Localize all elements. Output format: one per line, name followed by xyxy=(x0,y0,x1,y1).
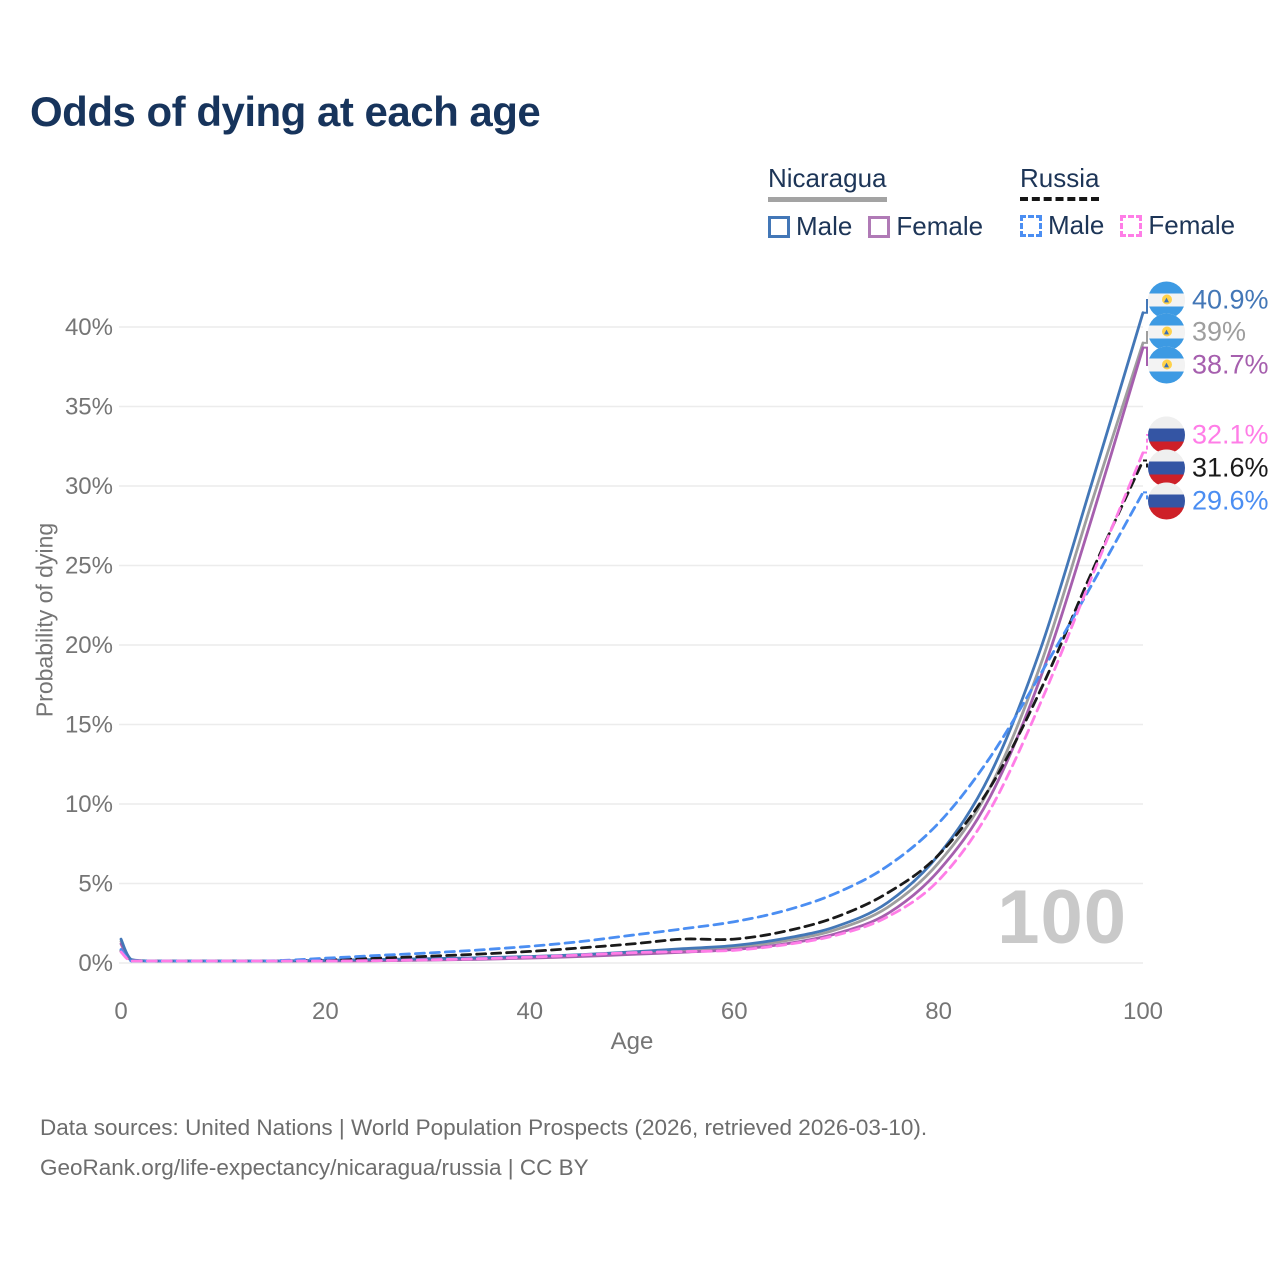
russia-flag-icon xyxy=(1148,449,1185,487)
legend-nicaragua-female-label: Female xyxy=(896,211,984,241)
nicaragua-flag-icon xyxy=(1148,346,1185,384)
nicaragua-emblem-icon xyxy=(1161,359,1172,370)
series-line-nicaragua-male[interactable] xyxy=(119,311,1145,963)
page-title: Odds of dying at each age xyxy=(30,88,541,135)
y-tick-label-35: 35% xyxy=(65,394,113,421)
series-line-nicaragua-female[interactable] xyxy=(119,346,1145,963)
end-label-nicaragua-all: 39% xyxy=(1148,313,1247,351)
legend-item-russia-female[interactable]: Female xyxy=(1120,210,1235,241)
nicaragua-emblem-icon xyxy=(1161,326,1172,337)
end-label-value: 38.7% xyxy=(1192,349,1269,380)
y-tick-label-25: 25% xyxy=(65,553,113,580)
y-tick-label-10: 10% xyxy=(65,791,113,818)
legend-group-nicaragua: Nicaragua Male Female xyxy=(768,163,983,242)
nicaragua-male-swatch-icon xyxy=(768,215,790,238)
legend-item-nicaragua-female[interactable]: Female xyxy=(868,211,983,242)
legend-russia-label[interactable]: Russia xyxy=(1020,163,1100,201)
y-tick-label-15: 15% xyxy=(65,712,113,739)
russia-male-swatch-icon xyxy=(1020,214,1042,237)
y-tick-label-0: 0% xyxy=(78,950,113,977)
legend-russia-female-label: Female xyxy=(1148,210,1236,240)
end-label-value: 29.6% xyxy=(1192,485,1269,516)
x-tick-label-80: 80 xyxy=(925,998,952,1025)
legend-group-russia: Russia Male Female xyxy=(1020,163,1235,241)
y-tick-label-20: 20% xyxy=(65,632,113,659)
x-tick-label-100: 100 xyxy=(1123,998,1163,1025)
nicaragua-female-swatch-icon xyxy=(868,215,891,238)
footer-attribution[interactable]: GeoRank.org/life-expectancy/nicaragua/ru… xyxy=(40,1155,589,1180)
series-line-nicaragua-both-sexes[interactable] xyxy=(119,341,1145,963)
legend-russia-male-label: Male xyxy=(1048,210,1105,240)
x-tick-label-20: 20 xyxy=(312,998,339,1025)
footer-data-sources: Data sources: United Nations | World Pop… xyxy=(40,1115,928,1140)
nicaragua-flag-icon xyxy=(1148,313,1185,351)
x-tick-label-0: 0 xyxy=(114,998,127,1025)
nicaragua-emblem-icon xyxy=(1161,294,1172,305)
russia-flag-icon xyxy=(1148,416,1185,454)
end-label-russia-male: 29.6% xyxy=(1148,482,1269,520)
end-label-value: 39% xyxy=(1192,316,1247,347)
watermark-age: 100 xyxy=(997,875,1127,960)
legend-nicaragua-male-label: Male xyxy=(796,211,853,241)
legend-nicaragua-label[interactable]: Nicaragua xyxy=(768,163,887,202)
russia-flag-icon xyxy=(1148,482,1185,520)
x-tick-label-60: 60 xyxy=(721,998,748,1025)
end-label-nicaragua-female: 38.7% xyxy=(1148,346,1269,384)
y-axis-title: Probability of dying xyxy=(31,522,58,718)
end-label-value: 32.1% xyxy=(1192,419,1269,450)
end-label-value: 31.6% xyxy=(1192,452,1269,483)
legend-item-nicaragua-male[interactable]: Male xyxy=(768,211,852,242)
legend-item-russia-male[interactable]: Male xyxy=(1020,210,1104,241)
x-tick-label-40: 40 xyxy=(516,998,543,1025)
footer: Data sources: United Nations | World Pop… xyxy=(40,1108,927,1188)
end-label-russia-all: 31.6% xyxy=(1148,449,1269,487)
end-label-value: 40.9% xyxy=(1192,284,1269,315)
y-tick-label-40: 40% xyxy=(65,314,113,341)
x-axis-title: Age xyxy=(610,1028,654,1055)
y-tick-label-5: 5% xyxy=(78,871,113,898)
end-label-russia-female: 32.1% xyxy=(1148,416,1269,454)
y-tick-label-30: 30% xyxy=(65,473,113,500)
russia-female-swatch-icon xyxy=(1120,214,1143,237)
